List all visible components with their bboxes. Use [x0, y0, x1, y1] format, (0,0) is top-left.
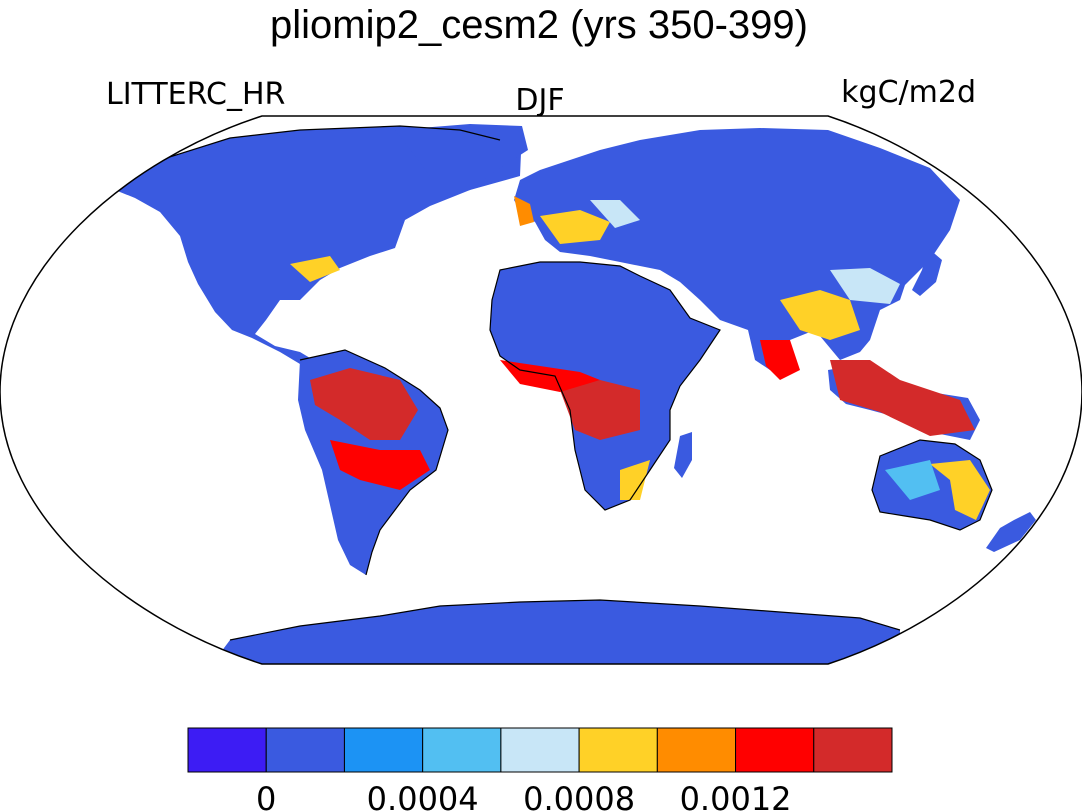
antarctica — [200, 600, 900, 664]
colorbar-box — [343, 727, 424, 773]
colorbar-box — [265, 727, 345, 773]
colorbar-box — [500, 727, 580, 773]
colorbar-box — [813, 727, 893, 773]
units-label: kgC/m2d — [841, 75, 976, 110]
plot-title: pliomip2_cesm2 (yrs 350-399) — [270, 3, 808, 47]
map-area — [0, 116, 1082, 664]
colorbar-box — [578, 727, 658, 773]
greenland — [395, 124, 528, 194]
variable-label: LITTERC_HR — [106, 77, 285, 112]
colorbar-tick-label: 0 — [256, 780, 276, 812]
colorbar-box — [187, 727, 267, 773]
colorbar-tick-label: 0.0012 — [680, 780, 792, 812]
madagascar — [674, 432, 692, 478]
new-zealand — [986, 512, 1036, 552]
map-border — [0, 115, 1082, 665]
season-label: DJF — [515, 83, 564, 118]
north-america — [110, 126, 522, 364]
colorbar — [187, 727, 893, 773]
colorbar-ticks: 0 0.0004 0.0008 0.0012 — [256, 780, 791, 812]
colorbar-tick-label: 0.0008 — [523, 780, 635, 812]
colorbar-box — [656, 727, 737, 773]
colorbar-tick-label: 0.0004 — [367, 780, 479, 812]
colorbar-box — [422, 727, 502, 773]
colorbar-box — [735, 727, 815, 773]
japan — [912, 248, 942, 296]
high-value-regions — [290, 196, 990, 520]
